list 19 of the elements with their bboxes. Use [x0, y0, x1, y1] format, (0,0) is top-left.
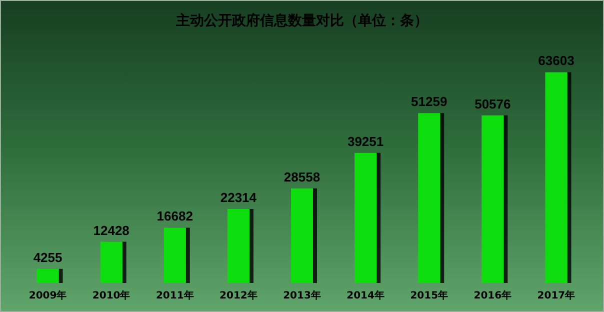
data-label: 63603 [538, 53, 574, 68]
x-tick-label: 2012年 [220, 290, 258, 302]
x-tick-label: 2013年 [283, 290, 321, 302]
x-tick-label: 2011年 [156, 290, 194, 302]
x-tick-label: 2010年 [92, 290, 130, 302]
data-label: 12428 [93, 222, 130, 238]
data-label: 28558 [284, 169, 320, 184]
chart-title: 主动公开政府信息数量对比（单位：条） [175, 12, 428, 29]
x-tick-label: 2009年 [28, 290, 67, 302]
data-label: 51259 [411, 94, 448, 110]
x-tick-label: 2014年 [346, 290, 384, 302]
x-tick-label: 2016年 [474, 290, 512, 302]
data-label: 4255 [33, 250, 62, 265]
x-tick-label: 2015年 [410, 290, 448, 302]
data-label: 22314 [220, 190, 258, 206]
data-label: 39251 [347, 134, 384, 149]
data-label: 16682 [156, 208, 193, 224]
x-tick-label: 2017年 [537, 290, 576, 302]
data-label: 50576 [474, 96, 511, 112]
